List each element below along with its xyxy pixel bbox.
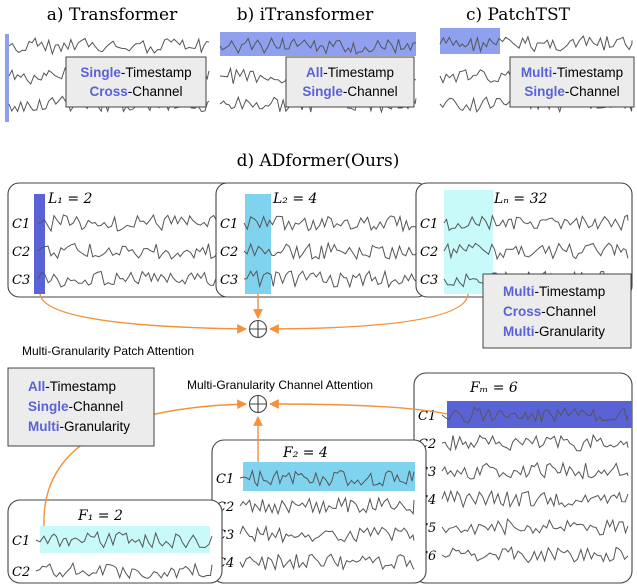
channel-highlight <box>40 526 210 553</box>
patch-length-label: L₁ = 2 <box>47 191 93 207</box>
waveform <box>38 213 231 233</box>
channel-label: C1 <box>420 217 438 232</box>
info-line: Multi-Granularity <box>28 419 130 434</box>
waveform <box>441 461 629 480</box>
channel-info-box: All-Timestamp Single-Channel Multi-Granu… <box>7 367 155 447</box>
patch-info-box: Multi-Timestamp Cross-Channel Multi-Gran… <box>482 273 632 349</box>
info-line: Single-Channel <box>28 399 123 414</box>
waveform <box>35 530 213 549</box>
waveform <box>439 35 633 54</box>
info-line: Single-Channel <box>302 84 397 99</box>
waveform <box>35 561 213 580</box>
info-box-frame <box>482 273 632 349</box>
patch-length-label: Lₙ = 32 <box>493 191 548 207</box>
channel-label: C1 <box>12 534 30 549</box>
panel-c: Multi-Timestamp Single-Channel <box>439 28 635 114</box>
waveform <box>441 433 629 452</box>
channel-label: C1 <box>12 217 30 232</box>
arrow <box>269 293 469 334</box>
waveform <box>239 553 415 572</box>
channel-label: C1 <box>220 217 238 232</box>
panel-b-info-box <box>285 56 415 108</box>
panel-d-title: d) ADformer(Ours) <box>237 151 400 171</box>
info-box-frame <box>7 367 155 447</box>
channel-highlight <box>220 32 416 56</box>
info-line: Multi-Granularity <box>503 324 605 339</box>
panel-b: All-Timestamp Single-Channel <box>219 32 417 114</box>
channel-label: C2 <box>12 245 30 260</box>
channel-attention-label: Multi-Granularity Channel Attention <box>187 378 373 392</box>
patch-count-label: F₁ = 2 <box>77 508 123 524</box>
waveform <box>8 37 210 56</box>
info-line: Cross-Channel <box>503 304 596 319</box>
channel-label: C3 <box>12 273 30 288</box>
panel-a: Single-Timestamp Cross-Channel <box>5 34 210 122</box>
channel-group-1: F₁ = 2 C1 C2 <box>7 499 223 584</box>
channel-label: C2 <box>420 245 438 260</box>
waveform <box>441 489 629 509</box>
waveform <box>239 524 415 544</box>
panel-a-title: a) Transformer <box>47 5 178 25</box>
panel-c-title: c) PatchTST <box>466 5 571 25</box>
channel-label: C3 <box>220 273 238 288</box>
patch-length-label: L₂ = 4 <box>272 191 317 207</box>
info-line: All-Timestamp <box>28 379 116 394</box>
panel-a-info-box <box>65 56 207 108</box>
info-line: All-Timestamp <box>306 65 394 80</box>
channel-group-m: Fₘ = 6 C1 C2 C3 C4 C5 C6 <box>413 372 633 584</box>
info-line: Cross-Channel <box>89 84 182 99</box>
waveform <box>441 405 629 424</box>
waveform <box>243 241 425 261</box>
waveform <box>439 94 633 114</box>
info-line: Multi-Timestamp <box>521 65 623 80</box>
patch-attention-label: Multi-Granularity Patch Attention <box>22 344 194 358</box>
waveform <box>37 270 231 288</box>
arrow <box>39 293 247 334</box>
panel-c-info-box <box>509 56 635 108</box>
info-line: Single-Timestamp <box>80 65 191 80</box>
waveform <box>239 496 415 516</box>
waveform <box>443 214 629 232</box>
waveform <box>243 269 425 289</box>
waveform <box>37 242 231 260</box>
info-line: Single-Channel <box>524 84 619 99</box>
patch-count-label: Fₘ = 6 <box>469 380 518 396</box>
channel-label: C3 <box>420 273 438 288</box>
waveform <box>441 518 629 537</box>
patch-attention-arrows <box>39 293 469 339</box>
waveform <box>243 214 425 233</box>
channel-label: C1 <box>216 472 234 487</box>
waveform <box>219 36 417 55</box>
channel-label: C2 <box>220 245 238 260</box>
channel-group-2: F₂ = 4 C1 C2 C3 C4 <box>211 439 427 584</box>
waveform <box>239 468 415 487</box>
channel-label: C1 <box>418 409 436 424</box>
timestamp-highlight <box>5 34 9 122</box>
patch-group-1: L₁ = 2 C1 C2 C3 <box>7 182 235 298</box>
patch-group-2: L₂ = 4 C1 C2 C3 <box>215 182 429 298</box>
patch-count-label: F₂ = 4 <box>282 445 328 461</box>
waveform <box>441 545 629 564</box>
panel-b-title: b) iTransformer <box>237 5 374 25</box>
arrow <box>269 399 448 415</box>
channel-label: C2 <box>12 565 30 580</box>
patch-highlight <box>34 194 45 294</box>
info-line: Multi-Timestamp <box>503 284 605 299</box>
channel-highlight <box>243 462 415 491</box>
waveform <box>443 242 629 261</box>
